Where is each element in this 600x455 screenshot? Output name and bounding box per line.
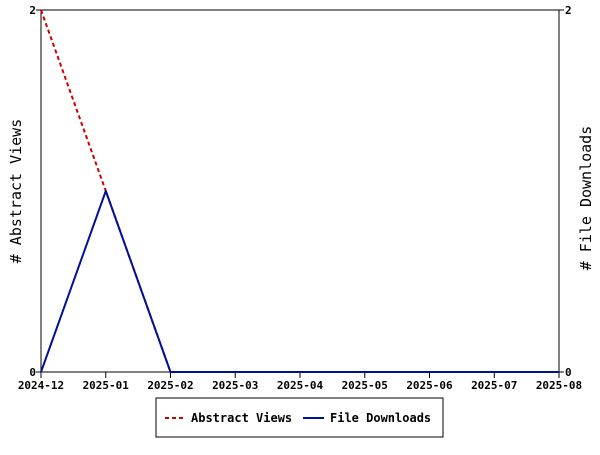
x-tick-label: 2025-06 xyxy=(406,379,453,392)
x-tick-label: 2025-05 xyxy=(342,379,388,392)
x-tick-label: 2025-02 xyxy=(147,379,193,392)
plot-area xyxy=(40,9,560,373)
x-tick-label: 2025-01 xyxy=(83,379,130,392)
x-tick-label: 2025-03 xyxy=(212,379,258,392)
x-tick-label: 2025-08 xyxy=(536,379,582,392)
series-layer xyxy=(40,9,559,373)
legend-label-file-downloads: File Downloads xyxy=(330,411,431,425)
x-tick-label: 2024-12 xyxy=(18,379,64,392)
y-axis-ticks: 0 2 0 2 xyxy=(29,4,571,379)
y-right-tick-label: 2 xyxy=(565,4,572,17)
legend-label-abstract-views: Abstract Views xyxy=(191,411,292,425)
y-axis-left-title: # Abstract Views xyxy=(7,119,25,264)
y-right-tick-label: 0 xyxy=(565,366,572,379)
x-axis-ticks: 2024-12 2025-01 2025-02 2025-03 2025-04 2025-… xyxy=(18,372,582,392)
y-axis-right-title: # File Downloads xyxy=(577,126,595,271)
x-tick-label: 2025-07 xyxy=(471,379,517,392)
series-line-file-downloads xyxy=(40,190,559,373)
y-left-tick-label: 0 xyxy=(29,366,36,379)
x-tick-label: 2025-04 xyxy=(277,379,324,392)
y-left-tick-label: 2 xyxy=(29,4,36,17)
legend-box xyxy=(155,397,444,438)
legend: Abstract Views File Downloads xyxy=(155,397,444,438)
